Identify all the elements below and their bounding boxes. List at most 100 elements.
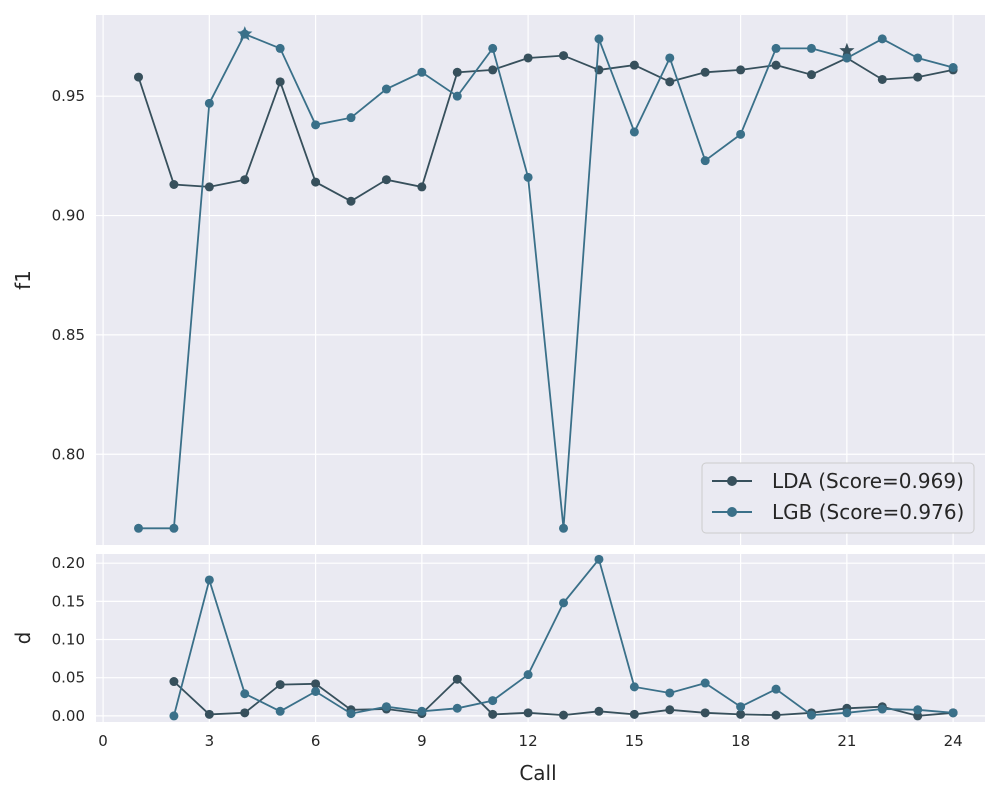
f1-series <box>134 26 958 533</box>
f1-data-point <box>559 523 569 533</box>
f1-data-point <box>665 77 675 87</box>
d-data-point <box>169 711 179 721</box>
d-data-point <box>842 708 852 718</box>
d-data-point <box>452 703 462 713</box>
f1-best-score-star-marker <box>237 26 253 41</box>
legend-lgb-marker <box>727 507 737 517</box>
d-data-point <box>700 678 710 688</box>
d-data-point <box>559 598 569 608</box>
f1-data-point <box>381 175 391 185</box>
f1-y-tick-label: 0.95 <box>52 87 85 105</box>
f1-data-point <box>629 60 639 70</box>
d-data-point <box>240 689 250 699</box>
f1-series-line-1 <box>138 32 954 530</box>
f1-data-point <box>736 65 746 75</box>
d-y-ticks: 0.00 0.05 0.10 0.15 0.20 <box>52 554 85 725</box>
d-data-point <box>665 688 675 698</box>
f1-data-point <box>665 53 675 63</box>
f1-data-point <box>948 63 958 73</box>
f1-plot-area <box>96 15 985 545</box>
d-data-point <box>275 680 285 690</box>
d-data-point <box>346 709 356 719</box>
d-panel: 0.00 0.05 0.10 0.15 0.20 0 3 6 9 12 15 18 21 24 d Ca… <box>11 554 985 785</box>
d-data-point <box>736 709 746 719</box>
d-data-point <box>736 702 746 712</box>
f1-data-point <box>417 67 427 77</box>
f1-data-point <box>488 65 498 75</box>
f1-grid <box>96 15 985 545</box>
d-data-point <box>204 575 214 585</box>
x-tick-label: 0 <box>98 732 108 750</box>
legend-lgb-label: LGB (Score=0.976) <box>772 500 964 524</box>
x-tick-label: 24 <box>944 732 963 750</box>
x-tick-label: 3 <box>205 732 215 750</box>
x-axis-label: Call <box>519 761 556 785</box>
x-tick-label: 9 <box>417 732 427 750</box>
d-y-tick-label: 0.20 <box>52 554 85 572</box>
f1-data-point <box>629 127 639 137</box>
f1-data-point <box>488 43 498 53</box>
d-data-point <box>594 706 604 716</box>
f1-data-point <box>169 180 179 190</box>
d-y-tick-label: 0.05 <box>52 669 85 687</box>
legend-lda-marker <box>727 476 737 486</box>
d-y-tick-label: 0.00 <box>52 707 85 725</box>
f1-y-ticks: 0.80 0.85 0.90 0.95 <box>52 87 85 463</box>
d-data-point <box>594 554 604 564</box>
f1-data-point <box>134 72 144 82</box>
d-data-point <box>523 670 533 680</box>
f1-data-point <box>381 84 391 94</box>
d-plot-area <box>96 554 985 722</box>
f1-data-point <box>700 67 710 77</box>
f1-data-point <box>913 72 923 82</box>
d-data-point <box>771 684 781 694</box>
d-data-point <box>523 708 533 718</box>
f1-data-point <box>204 98 214 108</box>
x-tick-label: 15 <box>625 732 644 750</box>
d-data-point <box>948 708 958 718</box>
x-tick-label: 18 <box>731 732 750 750</box>
legend-lda-label: LDA (Score=0.969) <box>772 469 964 493</box>
d-data-point <box>311 679 321 689</box>
f1-data-point <box>346 196 356 206</box>
f1-data-point <box>240 175 250 185</box>
f1-best-score-star-marker <box>839 42 855 58</box>
f1-data-point <box>275 77 285 87</box>
f1-data-point <box>700 156 710 166</box>
d-data-point <box>488 696 498 706</box>
d-y-tick-label: 0.10 <box>52 631 85 649</box>
d-data-point <box>913 705 923 715</box>
f1-y-tick-label: 0.80 <box>52 445 85 463</box>
d-data-point <box>629 709 639 719</box>
legend: LDA (Score=0.969) LGB (Score=0.976) <box>701 462 975 534</box>
f1-data-point <box>771 60 781 70</box>
f1-data-point <box>523 172 533 182</box>
f1-data-point <box>913 53 923 63</box>
x-ticks: 0 3 6 9 12 15 18 21 24 <box>98 732 962 750</box>
d-y-tick-label: 0.15 <box>52 592 85 610</box>
d-data-point <box>381 702 391 712</box>
f1-data-point <box>275 43 285 53</box>
f1-data-point <box>311 177 321 187</box>
f1-data-point <box>452 91 462 101</box>
d-data-point <box>877 704 887 714</box>
f1-data-point <box>417 182 427 192</box>
d-data-point <box>700 708 710 718</box>
d-data-point <box>629 682 639 692</box>
d-data-point <box>169 677 179 687</box>
f1-data-point <box>842 53 852 63</box>
d-data-point <box>452 674 462 684</box>
d-data-point <box>311 686 321 696</box>
d-data-point <box>806 710 816 720</box>
f1-series-line-0 <box>137 54 954 203</box>
x-tick-label: 12 <box>519 732 538 750</box>
x-tick-label: 6 <box>311 732 321 750</box>
f1-y-tick-label: 0.90 <box>52 207 85 225</box>
f1-data-point <box>877 74 887 84</box>
x-tick-label: 21 <box>837 732 856 750</box>
f1-data-point <box>559 51 569 61</box>
d-y-axis-label: d <box>11 632 35 645</box>
f1-data-point <box>736 129 746 139</box>
d-series <box>169 554 958 721</box>
